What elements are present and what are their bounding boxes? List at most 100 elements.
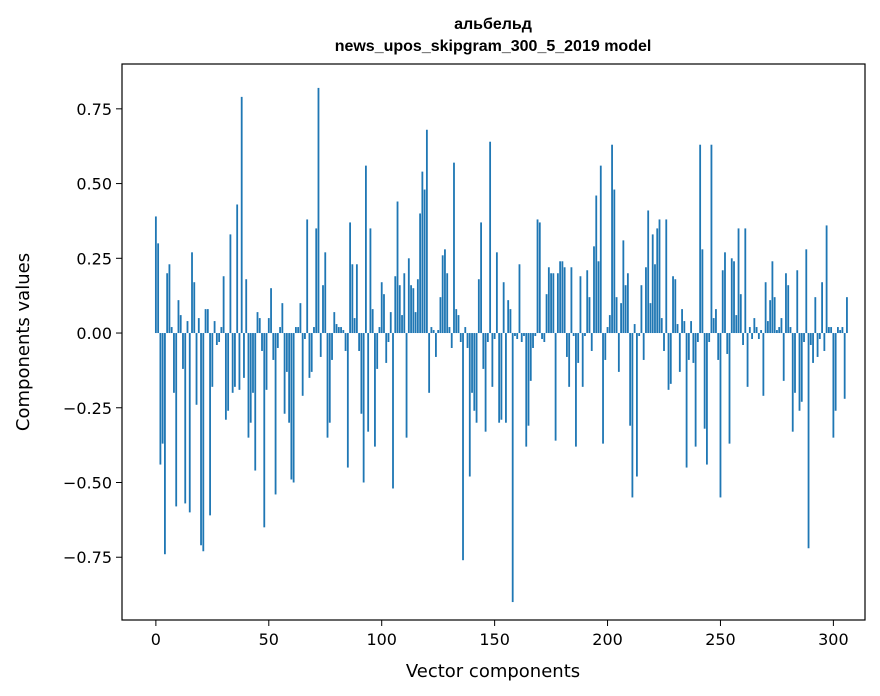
bar xyxy=(369,228,372,334)
bar xyxy=(191,252,193,334)
bar xyxy=(602,333,604,444)
bar xyxy=(825,225,828,334)
bar xyxy=(541,333,543,340)
bar xyxy=(733,261,735,334)
bar xyxy=(245,279,248,334)
bar xyxy=(498,333,501,423)
plot-frame xyxy=(121,63,866,621)
bar xyxy=(502,282,505,334)
bar xyxy=(274,333,277,495)
bar xyxy=(505,333,507,423)
bar xyxy=(575,333,577,447)
bar xyxy=(846,297,848,334)
bar xyxy=(331,333,333,360)
bar xyxy=(744,228,747,334)
bar xyxy=(310,333,313,372)
bar xyxy=(706,333,708,465)
bar xyxy=(416,279,419,334)
bar xyxy=(304,333,306,340)
bar xyxy=(746,333,749,387)
bar xyxy=(629,333,632,426)
bar xyxy=(385,333,388,363)
y-tick-label: 0.25 xyxy=(76,249,112,268)
bar xyxy=(800,333,803,402)
bar xyxy=(796,270,799,334)
bar xyxy=(383,294,385,334)
bar xyxy=(211,333,214,387)
bar xyxy=(161,333,164,444)
bar xyxy=(206,309,209,334)
bar xyxy=(771,261,774,334)
bar xyxy=(791,333,794,432)
bar xyxy=(611,144,613,334)
bar xyxy=(509,309,512,334)
bar xyxy=(337,327,340,334)
bar xyxy=(324,252,327,334)
bar xyxy=(812,333,814,363)
bar xyxy=(394,276,397,334)
bar xyxy=(710,144,713,334)
bar xyxy=(550,273,552,334)
y-tick-label: −0.75 xyxy=(63,548,112,567)
bar xyxy=(344,333,347,351)
bar xyxy=(538,222,541,334)
x-axis-label: Vector components xyxy=(406,661,580,682)
bar xyxy=(624,285,627,334)
bar xyxy=(358,333,361,351)
bar xyxy=(529,333,532,381)
bar xyxy=(620,303,622,334)
bar xyxy=(527,333,530,426)
bar xyxy=(421,171,424,334)
plot-area xyxy=(122,64,865,620)
bar xyxy=(667,333,670,390)
bar xyxy=(633,324,636,334)
bar xyxy=(645,267,647,334)
bar xyxy=(584,333,586,337)
bar xyxy=(439,297,442,334)
bar xyxy=(315,228,318,334)
bar xyxy=(459,333,462,342)
bar xyxy=(182,333,184,369)
bar xyxy=(690,321,693,334)
bar xyxy=(787,285,790,334)
bar xyxy=(480,222,482,334)
bar xyxy=(371,309,374,334)
bar xyxy=(353,318,356,334)
x-tick-label: 50 xyxy=(259,630,279,649)
y-axis-label: Components values xyxy=(13,253,34,431)
bar xyxy=(195,333,198,405)
bar xyxy=(437,330,440,334)
bar xyxy=(660,318,663,334)
chart-title-line1: альбельд xyxy=(454,16,532,33)
bar xyxy=(559,261,562,334)
bar xyxy=(766,321,769,334)
bar xyxy=(466,333,469,348)
bar xyxy=(694,333,697,447)
bar xyxy=(455,309,458,334)
bar xyxy=(486,333,489,342)
bar xyxy=(209,333,211,516)
bar xyxy=(588,297,591,334)
bar xyxy=(249,333,252,423)
bar xyxy=(782,333,785,381)
bar xyxy=(157,243,160,334)
bar xyxy=(803,333,805,342)
bar xyxy=(279,327,281,334)
bar xyxy=(263,333,266,528)
bar xyxy=(755,327,758,334)
bar xyxy=(240,96,243,334)
bar xyxy=(468,333,471,477)
bar xyxy=(168,264,171,334)
bar xyxy=(243,333,245,378)
bar xyxy=(839,330,842,334)
bar xyxy=(581,333,584,387)
bar xyxy=(649,303,652,334)
bar xyxy=(403,273,406,334)
bar xyxy=(200,333,202,546)
bar xyxy=(224,333,227,420)
bar xyxy=(374,333,376,447)
bar xyxy=(351,264,354,334)
bar xyxy=(789,327,792,334)
bar xyxy=(617,333,620,372)
x-tick-label: 300 xyxy=(818,630,849,649)
